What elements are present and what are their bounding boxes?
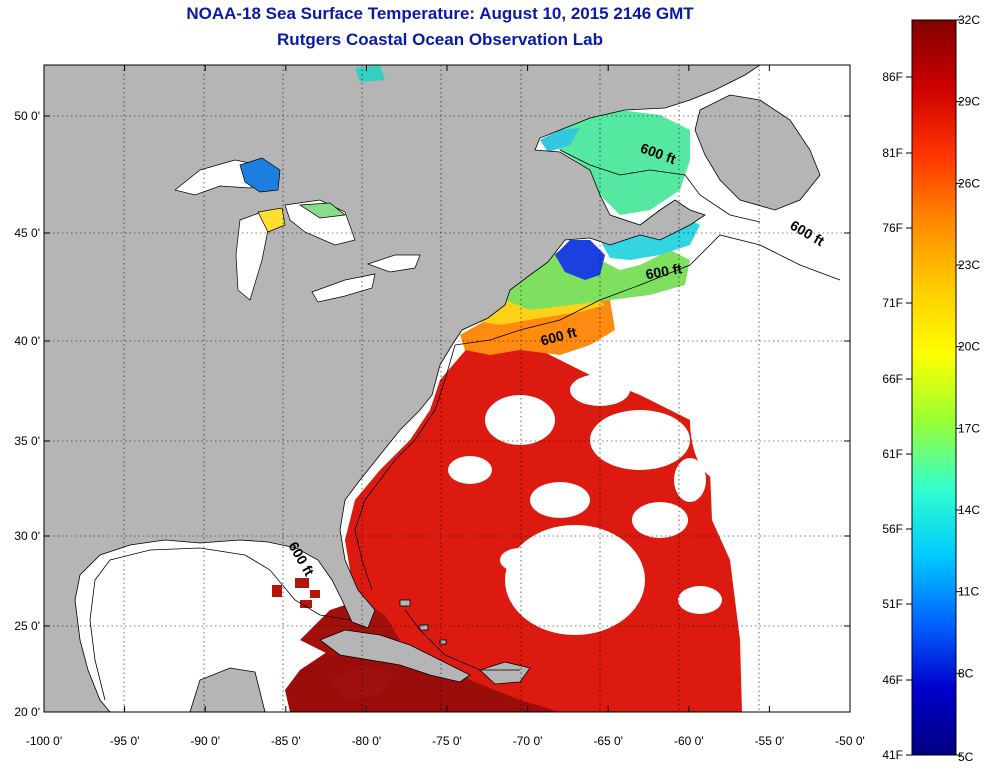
colorbar-f-label: 61F (882, 447, 903, 461)
sst-stlawrence-estuary (540, 128, 580, 152)
lat-label: 45 0' (14, 226, 40, 240)
great-lakes (174, 157, 421, 303)
lon-label: -95 0' (110, 734, 140, 748)
newfoundland (694, 94, 821, 211)
lon-label: -80 0' (352, 734, 382, 748)
lon-label: -70 0' (513, 734, 543, 748)
north-america-landmass (44, 65, 761, 712)
lon-label: -60 0' (674, 734, 704, 748)
lon-label: -55 0' (755, 734, 785, 748)
lon-label: -100 0' (26, 734, 62, 748)
colorbar-c-label: 17C (958, 421, 980, 435)
longitude-labels: -100 0' -95 0' -90 0' -85 0' -80 0' -75 0' -70… (26, 734, 865, 748)
colorbar-f-label: 86F (882, 70, 903, 84)
colorbar-c-label: 5C (958, 750, 974, 764)
colorbar-f-label: 71F (882, 296, 903, 310)
colorbar-c-label: 29C (958, 95, 980, 109)
colorbar-f-label: 46F (882, 673, 903, 687)
lat-label: 50 0' (14, 109, 40, 123)
lat-label: 20 0' (14, 705, 40, 719)
colorbar-c-label: 11C (958, 585, 979, 599)
lat-label: 40 0' (14, 334, 40, 348)
colorbar-c-label: 8C (958, 666, 974, 680)
lon-label: -50 0' (835, 734, 865, 748)
cuba (319, 629, 471, 683)
lon-label: -75 0' (432, 734, 462, 748)
colorbar-c-label: 32C (958, 13, 980, 27)
map-title: NOAA-18 Sea Surface Temperature: August … (186, 4, 694, 23)
james-bay-sst (355, 65, 385, 82)
sst-gulf-stlawrence (540, 110, 690, 215)
colorbar (911, 19, 957, 756)
cloud-cover (448, 300, 850, 712)
colorbar-c-label: 20C (958, 340, 980, 354)
colorbar-f-label: 56F (882, 522, 903, 536)
colorbar-f-label: 76F (882, 221, 903, 235)
colorbar-celsius-labels: 32C 29C 26C 23C 20C 17C 14C 11C 8C 5C (958, 13, 980, 764)
sst-green-gulf-maine (505, 250, 690, 310)
colorbar-fahrenheit-labels: 86F 81F 76F 71F 66F 61F 56F 51F 46F 41F (882, 70, 903, 762)
colorbar-f-label: 41F (882, 748, 903, 762)
latitude-labels: 50 0' 45 0' 40 0' 35 0' 30 0' 25 0' 20 0' (14, 109, 40, 719)
lat-label: 25 0' (14, 619, 40, 633)
colorbar-ticks (906, 19, 962, 756)
colorbar-c-label: 26C (958, 176, 980, 190)
lon-label: -65 0' (593, 734, 623, 748)
colorbar-f-label: 66F (882, 372, 903, 386)
lat-label: 35 0' (14, 434, 40, 448)
lon-label: -85 0' (271, 734, 301, 748)
graticule (44, 65, 850, 712)
lat-label: 30 0' (14, 529, 40, 543)
axis-ticks (43, 65, 851, 713)
isobath-label: 600 ft (644, 260, 683, 282)
colorbar-c-label: 14C (958, 503, 980, 517)
lon-label: -90 0' (190, 734, 220, 748)
sst-blue-gulf-maine (555, 240, 605, 280)
colorbar-f-label: 51F (882, 597, 903, 611)
yucatan (189, 667, 266, 712)
sst-gulf-patches (272, 578, 320, 608)
hispaniola (479, 661, 531, 685)
colorbar-c-label: 23C (958, 258, 980, 272)
sst-cuba-south (330, 665, 395, 700)
land (44, 65, 821, 712)
colorbar-f-label: 81F (882, 146, 903, 160)
isobath-600ft (89, 149, 841, 701)
map-subtitle: Rutgers Coastal Ocean Observation Lab (277, 30, 603, 49)
